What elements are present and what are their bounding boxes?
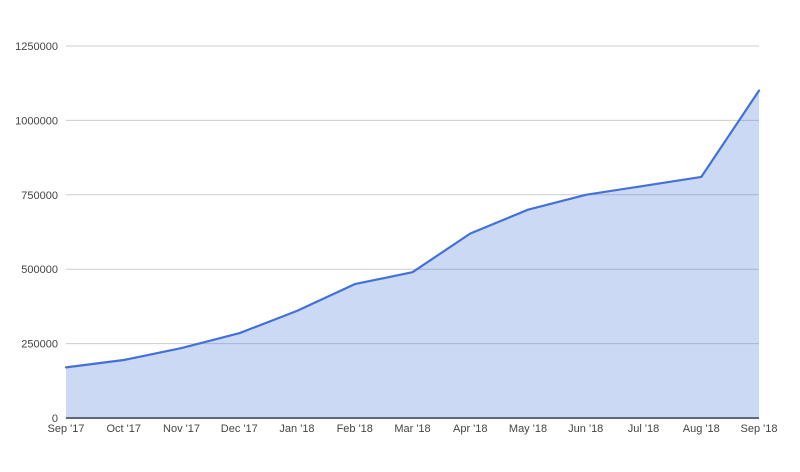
x-axis-tick-label: Dec '17	[221, 423, 258, 435]
x-axis-tick-label: Sep '17	[48, 423, 85, 435]
x-axis-tick-label: Apr '18	[453, 423, 488, 435]
x-axis-tick-label: Mar '18	[394, 423, 430, 435]
x-axis-tick-label: Jun '18	[568, 423, 603, 435]
x-axis-tick-label: Sep '18	[741, 423, 778, 435]
x-axis-tick-label: Aug '18	[683, 423, 720, 435]
x-axis-tick-label: Oct '17	[106, 423, 141, 435]
y-axis-tick-label: 1250000	[15, 41, 58, 53]
y-axis-tick-label: 250000	[21, 339, 58, 351]
y-axis-tick-label: 1000000	[15, 115, 58, 127]
x-axis-tick-label: May '18	[509, 423, 547, 435]
y-axis-tick-label: 0	[52, 413, 58, 425]
y-axis-tick-label: 750000	[21, 190, 58, 202]
x-axis-tick-label: Jan '18	[279, 423, 314, 435]
x-axis-tick-label: Jul '18	[628, 423, 659, 435]
x-axis-tick-label: Nov '17	[163, 423, 200, 435]
y-axis-tick-label: 500000	[21, 264, 58, 276]
x-axis-tick-label: Feb '18	[337, 423, 373, 435]
series-area	[66, 90, 759, 418]
series-line	[64, 89, 761, 369]
